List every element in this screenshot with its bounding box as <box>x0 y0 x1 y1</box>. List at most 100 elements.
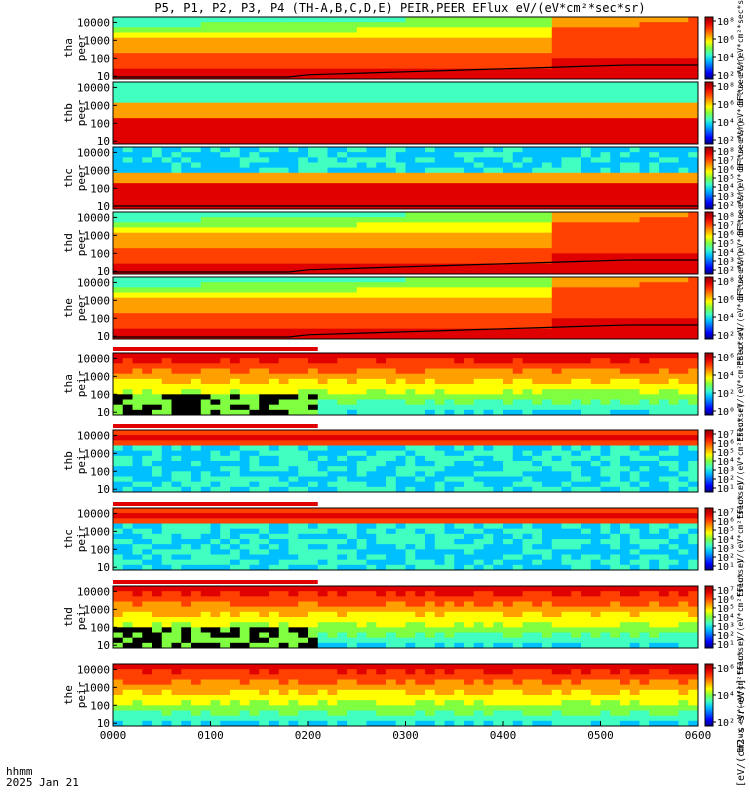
heatmap-cell <box>551 308 562 314</box>
heatmap-cell <box>434 32 445 39</box>
heatmap-cell <box>639 253 650 259</box>
heatmap-cell <box>210 302 221 309</box>
heatmap-cell <box>200 82 211 88</box>
heatmap-cell <box>230 302 241 309</box>
heatmap-cell <box>610 440 621 446</box>
heatmap-cell <box>493 147 504 153</box>
heatmap-cell <box>649 323 660 330</box>
heatmap-cell <box>629 222 640 228</box>
heatmap-cell <box>288 445 299 452</box>
heatmap-cell <box>522 97 533 104</box>
heatmap-cell <box>590 292 601 299</box>
heatmap-cell <box>405 323 416 330</box>
heatmap-cell <box>298 302 309 309</box>
heatmap-cell <box>571 212 582 218</box>
heatmap-cell <box>503 394 514 400</box>
heatmap-cell <box>181 353 192 359</box>
heatmap-cell <box>327 167 338 174</box>
heatmap-cell <box>542 227 553 234</box>
heatmap-cell <box>356 399 367 406</box>
heatmap-cell <box>483 147 494 153</box>
heatmap-cell <box>610 263 621 270</box>
heatmap-cell <box>200 167 211 174</box>
heatmap-cell <box>629 162 640 169</box>
heatmap-cell <box>122 292 133 299</box>
heatmap-cell <box>317 82 328 88</box>
heatmap-cell <box>483 68 494 75</box>
heatmap-cell <box>425 440 436 446</box>
heatmap-cell <box>249 222 260 228</box>
heatmap-cell <box>152 37 163 44</box>
heatmap-cell <box>688 188 699 194</box>
heatmap-cell <box>366 152 377 158</box>
heatmap-cell <box>259 178 270 184</box>
heatmap-cell <box>551 172 562 179</box>
heatmap-cell <box>278 48 289 54</box>
heatmap-cell <box>230 68 241 75</box>
heatmap-cell <box>415 113 426 119</box>
heatmap-cell <box>239 313 250 319</box>
heatmap-cell <box>210 389 221 395</box>
heatmap-cell <box>288 227 299 234</box>
heatmap-cell <box>639 466 650 472</box>
heatmap-cell <box>220 107 231 114</box>
heatmap-cell <box>464 162 475 169</box>
heatmap-cell <box>542 102 553 109</box>
heatmap-cell <box>337 63 348 70</box>
heatmap-cell <box>337 17 348 23</box>
heatmap-cell <box>269 42 280 49</box>
heatmap-cell <box>298 53 309 59</box>
heatmap-cell <box>161 123 172 129</box>
heatmap-cell <box>590 133 601 140</box>
heatmap-cell <box>366 292 377 299</box>
heatmap-cell <box>649 313 660 319</box>
heatmap-cell <box>668 188 679 194</box>
heatmap-cell <box>473 313 484 319</box>
heatmap-cell <box>522 87 533 93</box>
heatmap-cell <box>308 107 319 114</box>
heatmap-cell <box>366 172 377 179</box>
heatmap-cell <box>347 138 358 145</box>
heatmap-cell <box>298 217 309 223</box>
heatmap-cell <box>181 17 192 23</box>
heatmap-cell <box>395 368 406 375</box>
heatmap-cell <box>181 217 192 223</box>
heatmap-cell <box>132 42 143 49</box>
heatmap-cell <box>132 48 143 54</box>
heatmap-cell <box>171 147 182 153</box>
heatmap-cell <box>200 461 211 467</box>
heatmap-cell <box>122 358 133 364</box>
heatmap-cell <box>483 63 494 70</box>
heatmap-cell <box>503 287 514 293</box>
heatmap-cell <box>220 323 231 330</box>
heatmap-cell <box>230 404 241 411</box>
heatmap-cell <box>668 435 679 441</box>
heatmap-cell <box>317 384 328 390</box>
heatmap-cell <box>415 128 426 135</box>
heatmap-cell <box>542 363 553 369</box>
heatmap-cell <box>220 373 231 380</box>
heatmap-cell <box>668 198 679 205</box>
heatmap-cell <box>425 353 436 359</box>
heatmap-cell <box>454 172 465 179</box>
heatmap-cell <box>337 409 348 416</box>
heatmap-cell <box>434 253 445 259</box>
heatmap-cell <box>142 37 153 44</box>
heatmap-cell <box>122 318 133 324</box>
heatmap-cell <box>405 308 416 314</box>
heatmap-cell <box>493 358 504 364</box>
heatmap-cell <box>415 302 426 309</box>
heatmap-cell <box>278 217 289 223</box>
heatmap-cell <box>249 32 260 39</box>
heatmap-cell <box>522 358 533 364</box>
heatmap-cell <box>678 138 689 145</box>
heatmap-cell <box>278 123 289 129</box>
heatmap-cell <box>620 193 631 200</box>
heatmap-cell <box>317 222 328 228</box>
heatmap-cell <box>483 302 494 309</box>
heatmap-cell <box>113 172 124 179</box>
heatmap-cell <box>386 37 397 44</box>
heatmap-cell <box>249 313 260 319</box>
heatmap-cell <box>444 287 455 293</box>
heatmap-cell <box>620 183 631 189</box>
